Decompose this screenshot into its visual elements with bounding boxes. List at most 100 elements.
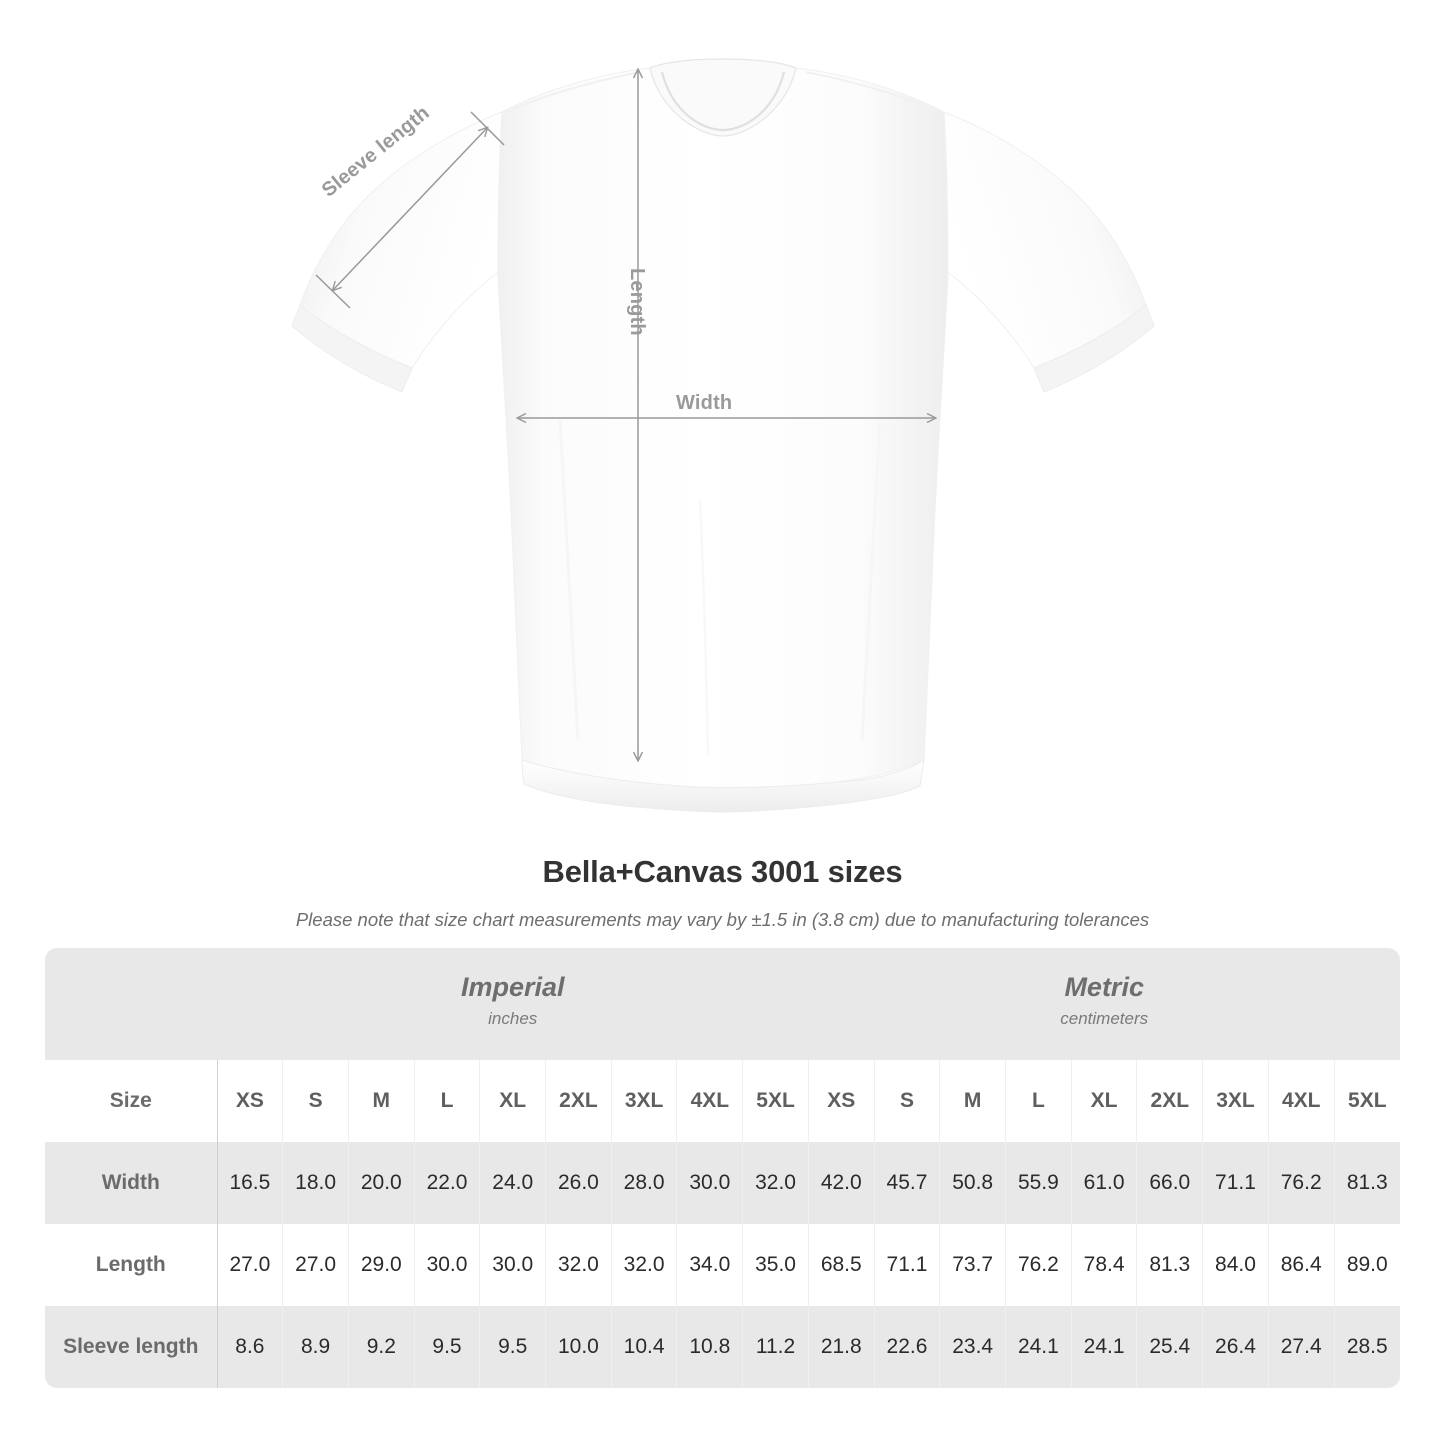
size-header-cell: S	[282, 1060, 349, 1142]
fabric-fold-1	[558, 419, 580, 741]
shirt-hem	[521, 758, 925, 813]
title-block: Bella+Canvas 3001 sizes Please note that…	[0, 840, 1445, 931]
table-cell: 45.7	[873, 1142, 940, 1224]
shirt-right-cuff	[1033, 304, 1155, 393]
size-chart-table-wrapper: Imperial inches Metric centimeters Size …	[45, 948, 1400, 1388]
table-cell: 86.4	[1267, 1224, 1335, 1306]
table-cell: 81.3	[1136, 1224, 1203, 1306]
table-cell: 81.3	[1333, 1142, 1400, 1224]
sleeve-cap-top	[470, 111, 505, 146]
table-cell: 9.5	[413, 1306, 480, 1388]
table-cell: 27.0	[282, 1224, 349, 1306]
table-cell: 9.5	[479, 1306, 546, 1388]
table-cell: 27.4	[1267, 1306, 1335, 1388]
shirt-neckline	[660, 71, 786, 132]
table-cell: 28.5	[1333, 1306, 1400, 1388]
table-cell: 25.4	[1136, 1306, 1203, 1388]
shirt-body-group	[291, 58, 1155, 813]
shoulder-seam-right	[805, 71, 945, 116]
table-cell: 32.0	[610, 1224, 677, 1306]
size-header-cell: XS	[217, 1060, 283, 1142]
size-header-cell: 4XL	[676, 1060, 743, 1142]
table-cell: 35.0	[742, 1224, 809, 1306]
table-cell: 21.8	[807, 1306, 875, 1388]
table-cell: 50.8	[939, 1142, 1006, 1224]
size-header-cell: 5XL	[742, 1060, 809, 1142]
table-row-size: Size XS S M L XL 2XL 3XL 4XL 5XL XS S M …	[45, 1060, 1400, 1142]
unit-group-metric: Metric centimeters	[808, 948, 1400, 1060]
table-cell: 78.4	[1070, 1224, 1137, 1306]
table-cell: 55.9	[1005, 1142, 1072, 1224]
size-header-cell: M	[939, 1060, 1006, 1142]
sleeve-cap-bottom	[315, 274, 351, 309]
table-cell: 23.4	[939, 1306, 1006, 1388]
shoulder-seam-left	[501, 71, 641, 116]
unit-header-row: Imperial inches Metric centimeters	[45, 948, 1400, 1060]
table-cell: 30.0	[479, 1224, 546, 1306]
unit-group-imperial: Imperial inches	[217, 948, 809, 1060]
table-cell: 29.0	[347, 1224, 415, 1306]
table-row: Width 16.5 18.0 20.0 22.0 24.0 26.0 28.0…	[45, 1142, 1400, 1224]
table-cell: 26.0	[545, 1142, 612, 1224]
table-cell: 8.9	[282, 1306, 349, 1388]
table-cell: 10.4	[610, 1306, 677, 1388]
table-cell: 76.2	[1005, 1224, 1072, 1306]
row-label-size: Size	[45, 1060, 218, 1142]
size-header-cell: XL	[479, 1060, 546, 1142]
table-cell: 32.0	[545, 1224, 612, 1306]
size-header-cell: M	[347, 1060, 415, 1142]
table-cell: 66.0	[1136, 1142, 1203, 1224]
table-cell: 8.6	[217, 1306, 283, 1388]
table-cell: 84.0	[1202, 1224, 1269, 1306]
table-cell: 42.0	[807, 1142, 875, 1224]
size-header-cell: L	[1005, 1060, 1072, 1142]
table-cell: 26.4	[1202, 1306, 1269, 1388]
table-cell: 20.0	[347, 1142, 415, 1224]
table-cell: 32.0	[742, 1142, 809, 1224]
tolerance-note: Please note that size chart measurements…	[295, 909, 1150, 930]
table-row: Length 27.0 27.0 29.0 30.0 30.0 32.0 32.…	[45, 1224, 1400, 1306]
size-header-cell: 3XL	[610, 1060, 677, 1142]
row-label-sleeve-length: Sleeve length	[45, 1306, 218, 1388]
unit-group-metric-sub: centimeters	[1060, 1009, 1149, 1029]
table-cell: 10.8	[676, 1306, 743, 1388]
table-cell: 27.0	[217, 1224, 283, 1306]
table-cell: 71.1	[1202, 1142, 1269, 1224]
unit-group-imperial-sub: inches	[488, 1009, 538, 1029]
table-row: Sleeve length 8.6 8.9 9.2 9.5 9.5 10.0 1…	[45, 1306, 1400, 1388]
table-cell: 30.0	[676, 1142, 743, 1224]
tshirt-diagram: Sleeve length Length Width	[291, 58, 1155, 813]
fabric-fold-2	[860, 419, 882, 741]
table-cell: 71.1	[873, 1224, 940, 1306]
table-cell: 16.5	[217, 1142, 283, 1224]
size-header-cell: 5XL	[1333, 1060, 1400, 1142]
table-cell: 24.0	[479, 1142, 546, 1224]
size-chart-table: Imperial inches Metric centimeters Size …	[45, 948, 1400, 1388]
page-title: Bella+Canvas 3001 sizes	[542, 854, 903, 889]
table-cell: 28.0	[610, 1142, 677, 1224]
shirt-collar	[649, 58, 797, 137]
sleeve-arrow	[333, 128, 487, 290]
unit-header-spacer	[45, 948, 218, 1060]
width-label: Width	[676, 392, 733, 414]
table-cell: 24.1	[1005, 1306, 1072, 1388]
table-cell: 73.7	[939, 1224, 1006, 1306]
shirt-left-cuff	[291, 304, 413, 393]
tshirt-illustration	[291, 58, 1155, 813]
table-cell: 68.5	[807, 1224, 875, 1306]
row-label-length: Length	[45, 1224, 218, 1306]
table-cell: 89.0	[1333, 1224, 1400, 1306]
table-cell: 22.6	[873, 1306, 940, 1388]
table-cell: 24.1	[1070, 1306, 1137, 1388]
table-cell: 9.2	[347, 1306, 415, 1388]
size-header-cell: S	[873, 1060, 940, 1142]
size-header-cell: 3XL	[1202, 1060, 1269, 1142]
table-cell: 18.0	[282, 1142, 349, 1224]
size-header-cell: XS	[807, 1060, 875, 1142]
table-cell: 10.0	[545, 1306, 612, 1388]
size-header-cell: L	[413, 1060, 480, 1142]
table-cell: 61.0	[1070, 1142, 1137, 1224]
table-cell: 22.0	[413, 1142, 480, 1224]
length-label: Length	[626, 268, 648, 336]
unit-group-metric-name: Metric	[1064, 972, 1144, 1003]
